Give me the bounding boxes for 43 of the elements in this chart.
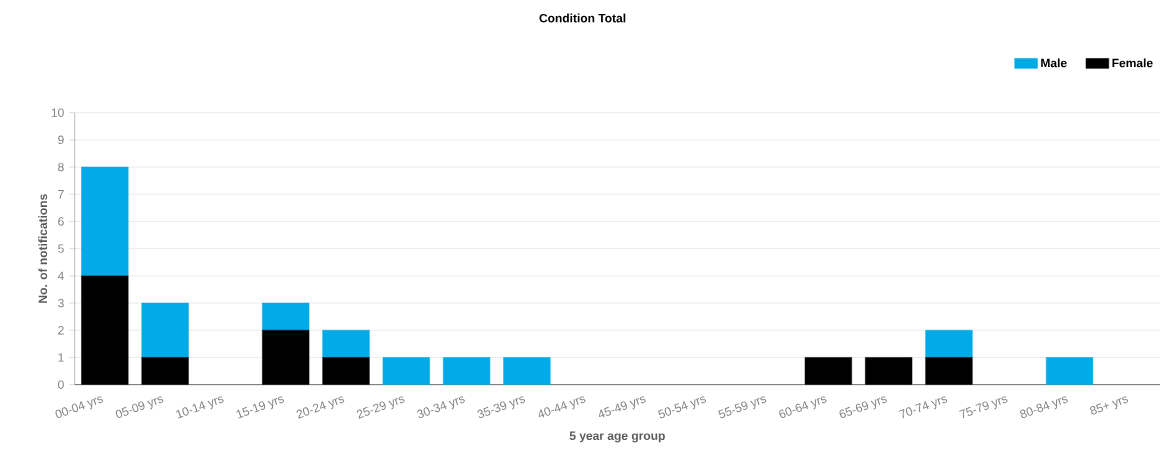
x-tick-label: 10-14 yrs (176, 396, 224, 419)
y-tick-label: 3 (58, 298, 64, 308)
x-tick-label: 50-54 yrs (658, 396, 707, 419)
bar (141, 302, 189, 358)
x-tick-label: 60-64 yrs (779, 396, 827, 418)
bar (1045, 357, 1094, 385)
x-tick-label: 00-04 yrs (55, 396, 104, 419)
y-tick-label: 1 (58, 353, 64, 362)
y-tick-label: 5 (58, 244, 64, 253)
y-tick-label: 2 (58, 326, 64, 335)
y-tick-label: 6 (58, 217, 64, 226)
bar (262, 302, 310, 331)
bar (503, 357, 551, 385)
x-tick-label: 40-44 yrs (538, 396, 586, 418)
x-tick-label: 45-49 yrs (598, 396, 646, 418)
y-tick-label: 9 (58, 135, 64, 145)
x-tick-label: 75-79 yrs (959, 396, 1008, 419)
x-tick-label: 55-59 yrs (718, 396, 767, 419)
x-tick-label: 25-29 yrs (356, 396, 405, 419)
y-axis-title: No. of notifications (38, 194, 48, 303)
bar (382, 357, 430, 385)
x-tick-label: 15-19 yrs (236, 396, 284, 419)
y-tick-label: 10 (51, 108, 64, 117)
x-tick-label: 70-74 yrs (898, 396, 948, 419)
x-tick-label: 20-24 yrs (296, 396, 345, 419)
y-tick-label: 4 (57, 271, 64, 280)
x-tick-label: 35-39 yrs (477, 396, 526, 419)
x-tick-label: 30-34 yrs (417, 396, 465, 419)
x-tick-label: 65-69 yrs (839, 396, 887, 418)
chart-title: Condition Total (539, 13, 626, 23)
bar (925, 329, 973, 358)
bar (443, 357, 491, 385)
bar (322, 329, 370, 358)
bar (81, 166, 129, 277)
y-tick-label: 0 (58, 380, 64, 389)
x-axis-title: 5 year age group (569, 431, 665, 443)
legend-label: Male (1041, 58, 1067, 68)
x-tick-label: 80-84 yrs (1020, 396, 1068, 419)
x-tick-label: 85+ yrs (1090, 396, 1129, 415)
y-tick-label: 7 (58, 190, 64, 199)
y-tick-label: 8 (58, 162, 64, 172)
legend-label: Female (1112, 58, 1153, 68)
x-tick-label: 05-09 yrs (115, 396, 164, 419)
